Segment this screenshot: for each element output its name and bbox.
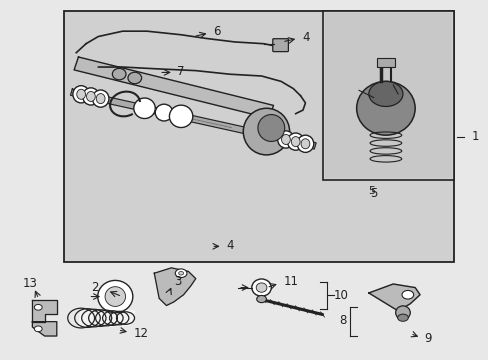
Text: 8: 8 (339, 314, 346, 327)
Polygon shape (154, 268, 195, 306)
Ellipse shape (287, 133, 304, 150)
Ellipse shape (128, 72, 142, 84)
Ellipse shape (368, 81, 402, 107)
Polygon shape (32, 300, 57, 321)
Ellipse shape (301, 139, 309, 149)
Ellipse shape (105, 287, 125, 306)
Circle shape (178, 271, 183, 275)
Circle shape (256, 296, 266, 303)
Ellipse shape (395, 306, 409, 319)
Text: 9: 9 (423, 332, 430, 345)
Text: 1: 1 (470, 130, 478, 144)
Bar (376, 58, 394, 67)
Ellipse shape (112, 68, 126, 80)
Ellipse shape (73, 86, 89, 103)
Text: 2: 2 (91, 281, 98, 294)
Ellipse shape (397, 314, 407, 321)
Circle shape (175, 269, 186, 278)
Ellipse shape (356, 81, 414, 135)
Text: 12: 12 (133, 327, 148, 340)
Text: 3: 3 (173, 275, 181, 288)
FancyBboxPatch shape (272, 39, 288, 51)
Ellipse shape (98, 280, 133, 313)
Text: 11: 11 (283, 275, 298, 288)
Text: 10: 10 (333, 289, 348, 302)
Text: 13: 13 (22, 278, 37, 291)
Ellipse shape (155, 104, 172, 121)
Ellipse shape (86, 91, 95, 102)
Bar (322, 12, 453, 180)
Text: 7: 7 (177, 65, 184, 78)
Ellipse shape (291, 136, 300, 147)
Text: 5: 5 (367, 186, 374, 196)
Ellipse shape (82, 88, 99, 105)
Circle shape (401, 291, 413, 299)
Polygon shape (79, 309, 135, 327)
Text: 4: 4 (302, 31, 309, 44)
Text: 6: 6 (212, 25, 220, 38)
Polygon shape (32, 321, 57, 336)
Bar (64, 12, 453, 262)
Text: 4: 4 (225, 239, 233, 252)
Ellipse shape (134, 98, 155, 118)
Ellipse shape (257, 114, 284, 141)
Ellipse shape (96, 94, 105, 104)
Bar (325, 13, 451, 178)
Polygon shape (74, 57, 273, 118)
Ellipse shape (256, 283, 266, 292)
Circle shape (34, 326, 42, 332)
Ellipse shape (169, 105, 192, 127)
Circle shape (34, 305, 42, 310)
Ellipse shape (243, 108, 289, 155)
Text: 5: 5 (369, 187, 377, 200)
Ellipse shape (251, 279, 271, 296)
Ellipse shape (297, 135, 313, 152)
Polygon shape (368, 284, 419, 311)
Ellipse shape (92, 90, 109, 107)
Ellipse shape (281, 134, 290, 144)
Polygon shape (70, 89, 315, 149)
Ellipse shape (77, 89, 85, 99)
Ellipse shape (277, 131, 294, 148)
